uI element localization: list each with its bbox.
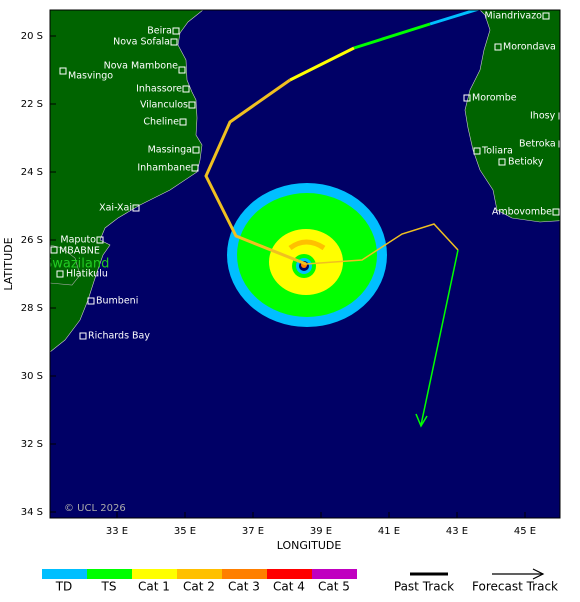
- y-tick-label: 26 S: [21, 235, 43, 246]
- place-label: Bumbeni: [96, 296, 138, 307]
- place-marker: [473, 147, 481, 155]
- legend-swatch: [42, 569, 87, 579]
- place-label: Nova Sofala: [113, 37, 170, 48]
- legend-label: Cat 2: [183, 580, 215, 594]
- legend-swatch: [132, 569, 177, 579]
- place-marker: [178, 66, 186, 74]
- place-label: Vilanculos: [140, 100, 188, 111]
- place-marker: [558, 140, 560, 148]
- wind-field: [227, 183, 387, 327]
- y-tick-label: 34 S: [21, 507, 43, 518]
- place-label: Toliara: [481, 146, 513, 157]
- x-tick-label: 33 E: [106, 526, 128, 537]
- legend: TD TS Cat 1 Cat 2 Cat 3 Cat 4 Cat 5: [42, 569, 357, 594]
- copyright: © UCL 2026: [64, 503, 126, 514]
- place-marker: [170, 38, 178, 46]
- past-track: [204, 10, 481, 266]
- forecast-track-label: Forecast Track: [472, 580, 558, 594]
- place-label: Morombe: [472, 93, 517, 104]
- x-tick-label: 35 E: [174, 526, 196, 537]
- legend-label: Cat 1: [138, 580, 170, 594]
- place-marker: [182, 85, 190, 93]
- y-tick-label: 30 S: [21, 371, 43, 382]
- madagascar: [464, 10, 560, 223]
- place-marker: [498, 158, 506, 166]
- place-marker: [87, 297, 95, 305]
- place-marker: [558, 112, 560, 120]
- place-label: Maputo: [60, 235, 96, 246]
- legend-label: Cat 5: [318, 580, 350, 594]
- forecast-track-key: [492, 568, 545, 580]
- place-marker: [132, 204, 140, 212]
- y-tick-label: 20 S: [21, 31, 43, 42]
- x-tick-label: 39 E: [310, 526, 332, 537]
- legend-swatch: [312, 569, 357, 579]
- place-marker: [463, 94, 471, 102]
- place-marker: [179, 118, 187, 126]
- legend-label: TS: [101, 580, 117, 594]
- legend-swatch: [87, 569, 132, 579]
- legend-label: Cat 3: [228, 580, 260, 594]
- place-label: Miandrivazo: [485, 11, 543, 22]
- region-label: Swaziland: [44, 257, 109, 272]
- place-label: Xai-Xai: [99, 203, 132, 214]
- legend-label: TD: [55, 580, 73, 594]
- place-marker: [79, 332, 87, 340]
- y-axis-title: LATITUDE: [2, 237, 15, 290]
- place-marker: [192, 146, 200, 154]
- x-tick-label: 41 E: [378, 526, 400, 537]
- place-label: Betroka: [519, 139, 556, 150]
- place-label: Richards Bay: [88, 331, 150, 342]
- place-label: MBABNE: [59, 246, 100, 257]
- africa: [50, 10, 204, 353]
- place-label: Massinga: [148, 145, 192, 156]
- x-axis-title: LONGITUDE: [277, 539, 342, 552]
- place-marker: [552, 208, 560, 216]
- place-label: Morondava: [503, 42, 556, 53]
- x-tick-label: 43 E: [446, 526, 468, 537]
- y-tick-label: 28 S: [21, 303, 43, 314]
- legend-swatch: [177, 569, 222, 579]
- axes: 33 E 35 E 37 E 39 E 41 E 43 E 45 E 20 S 22 S 24 S…: [21, 31, 536, 537]
- place-label: Cheline: [143, 117, 179, 128]
- place-marker: [542, 12, 550, 20]
- place-label: Betioky: [508, 157, 544, 168]
- map-frame: [49, 9, 561, 519]
- swaziland-border: [50, 244, 81, 286]
- y-tick-label: 32 S: [21, 439, 43, 450]
- place-marker: [191, 164, 199, 172]
- legend-swatch: [267, 569, 312, 579]
- place-label: Ambovombe: [492, 207, 552, 218]
- place-label: Beira: [147, 26, 172, 37]
- x-tick-label: 37 E: [242, 526, 264, 537]
- place-marker: [494, 43, 502, 51]
- place-label: Inhassore: [136, 84, 182, 95]
- place-marker: [59, 67, 67, 75]
- place-label: Hlatikulu: [66, 269, 108, 280]
- place-marker: [172, 27, 180, 35]
- place-label: Nova Mambone: [104, 61, 179, 72]
- place-marker: [50, 246, 58, 254]
- forecast-track: [305, 223, 459, 428]
- place-label: Masvingo: [68, 71, 113, 82]
- place-label: Ihosy: [530, 111, 556, 122]
- place-marker: [96, 236, 104, 244]
- y-tick-label: 24 S: [21, 167, 43, 178]
- place-marker: [188, 101, 196, 109]
- y-tick-label: 22 S: [21, 99, 43, 110]
- legend-swatch: [222, 569, 267, 579]
- x-tick-label: 45 E: [514, 526, 536, 537]
- place-marker: [56, 270, 64, 278]
- legend-label: Cat 4: [273, 580, 305, 594]
- place-label: Inhambane: [137, 163, 191, 174]
- past-track-label: Past Track: [394, 580, 454, 594]
